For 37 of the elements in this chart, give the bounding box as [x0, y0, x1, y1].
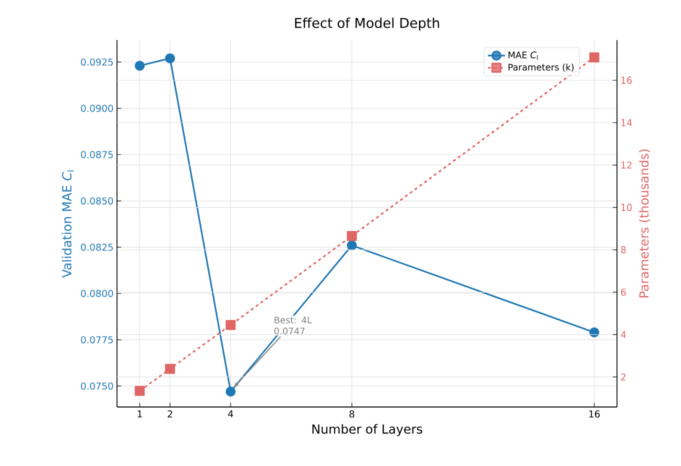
- point: [134, 386, 145, 396]
- point: [346, 240, 357, 250]
- y-tick-label: 0.0750: [81, 382, 113, 390]
- y-axis-title: Validation MAE C$_{l}$: [62, 170, 74, 278]
- y2-tick-label: 16: [621, 76, 632, 84]
- legend-label: MAE C$_{l}$: [508, 52, 538, 60]
- x-tick-label: 4: [228, 410, 234, 418]
- point: [165, 364, 176, 374]
- y-tick-label: 0.0800: [81, 290, 113, 298]
- y2-tick-label: 2: [621, 373, 626, 380]
- y2-tick-label: 6: [621, 288, 626, 296]
- chart-title: Effect of Model Depth: [295, 18, 440, 31]
- point: [589, 52, 600, 62]
- x-tick-label: 16: [589, 410, 600, 418]
- y2-tick-label: 8: [621, 246, 626, 254]
- y-tick-label: 0.0850: [81, 197, 113, 205]
- y-tick-label: 0.0775: [81, 336, 113, 344]
- x-tick-label: 2: [168, 410, 172, 418]
- point: [134, 60, 145, 71]
- y-tick-label: 0.0925: [81, 58, 113, 66]
- y2-tick-label: 14: [621, 119, 632, 126]
- y2-axis-title: Parameters (thousands): [638, 149, 650, 298]
- point: [346, 231, 357, 241]
- y2-tick-label: 10: [621, 204, 632, 211]
- annotation: Best: 4L 0.0747: [274, 316, 312, 334]
- y2-tick-label: 4: [620, 331, 626, 338]
- x-tick-label: 1: [138, 410, 142, 418]
- y-tick-label: 0.0825: [81, 244, 113, 251]
- point: [165, 53, 176, 64]
- y-tick-label: 0.0900: [81, 104, 113, 112]
- x-axis-title: Number of Layers: [312, 424, 422, 436]
- y2-tick-label: 12: [621, 161, 632, 169]
- x-tick-label: 8: [349, 410, 354, 418]
- y-tick-label: 0.0875: [81, 151, 113, 158]
- point: [226, 386, 236, 397]
- point: [226, 320, 236, 330]
- legend-label: Parameters (k): [508, 64, 574, 72]
